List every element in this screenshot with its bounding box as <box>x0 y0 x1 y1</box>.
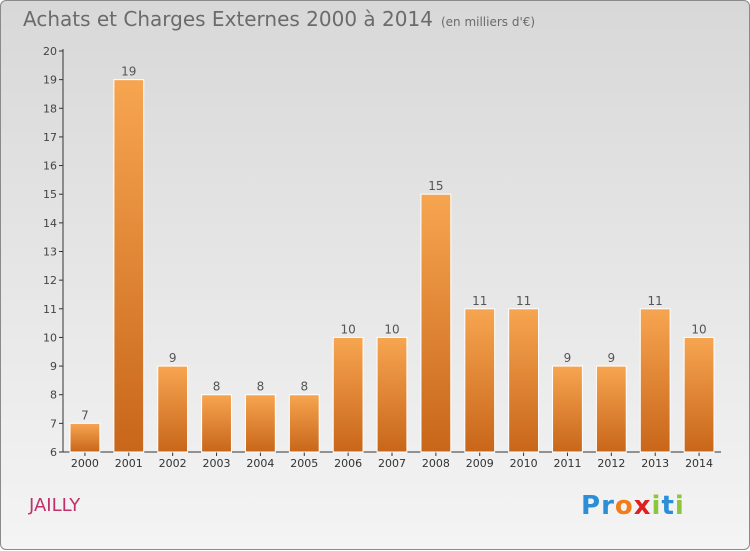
y-tick-label: 17 <box>43 131 57 144</box>
x-tick-label: 2007 <box>378 457 406 470</box>
logo-letter: i <box>651 491 662 521</box>
x-tick-label: 2000 <box>71 457 99 470</box>
bar-2005[interactable] <box>288 394 320 453</box>
logo-letter: x <box>633 491 652 521</box>
bar-2004[interactable] <box>244 394 276 453</box>
x-tick-label: 2014 <box>685 457 713 470</box>
y-tick-label: 14 <box>43 217 57 230</box>
value-label-2011: 9 <box>564 351 572 365</box>
y-tick-label: 7 <box>50 417 57 430</box>
x-tick-label: 2013 <box>641 457 669 470</box>
y-tick-label: 9 <box>50 360 57 373</box>
x-tick-label: 2004 <box>246 457 274 470</box>
value-label-2012: 9 <box>608 351 616 365</box>
value-label-2003: 8 <box>213 380 221 394</box>
logo-letter: i <box>674 491 685 521</box>
value-labels: 7 19 9 8 8 8 10 10 15 11 11 9 9 11 10 <box>81 65 707 423</box>
bar-2006[interactable] <box>332 336 364 453</box>
y-tick-label: 12 <box>43 274 57 287</box>
y-tick-label: 16 <box>43 160 57 173</box>
logo-letter: P <box>581 491 602 521</box>
value-label-2004: 8 <box>257 380 265 394</box>
bar-2000[interactable] <box>69 422 101 453</box>
chart-subtitle: (en milliers d'€) <box>440 15 536 29</box>
x-tick-label: 2006 <box>334 457 362 470</box>
value-label-2014: 10 <box>691 322 706 336</box>
bar-2002[interactable] <box>157 365 189 453</box>
logo-letter: t <box>661 491 675 521</box>
x-tick-label: 2005 <box>290 457 318 470</box>
value-label-2013: 11 <box>648 294 663 308</box>
y-tick-label: 8 <box>50 389 57 402</box>
x-tick-label: 2009 <box>466 457 494 470</box>
value-label-2008: 15 <box>428 179 443 193</box>
bar-2010[interactable] <box>508 308 540 453</box>
bar-2003[interactable] <box>201 394 232 453</box>
value-label-2005: 8 <box>300 380 308 394</box>
y-axis: 6 7 8 9 10 11 12 13 14 15 16 17 18 19 20 <box>43 45 64 459</box>
y-tick-label: 11 <box>43 303 57 316</box>
y-tick-label: 18 <box>43 102 57 115</box>
chart-title-text: Achats et Charges Externes 2000 à 2014 <box>23 7 433 31</box>
chart-title: Achats et Charges Externes 2000 à 2014 (e… <box>23 7 535 31</box>
value-label-2007: 10 <box>384 322 399 336</box>
city-name: JAILLY <box>29 495 81 516</box>
value-label-2001: 19 <box>121 65 136 79</box>
x-tick-label: 2011 <box>553 457 581 470</box>
x-axis: 2000 2001 2002 2003 2004 2005 2006 2007 2008 2009… <box>63 451 721 470</box>
y-tick-label: 6 <box>50 446 57 459</box>
bar-2008[interactable] <box>420 193 452 453</box>
bar-2001[interactable] <box>113 79 145 453</box>
x-tick-label: 2002 <box>159 457 187 470</box>
x-tick-label: 2012 <box>597 457 625 470</box>
bar-2012[interactable] <box>595 365 627 453</box>
y-tick-label: 13 <box>43 246 57 259</box>
proxiti-logo[interactable]: Proxiti <box>581 491 685 521</box>
value-label-2010: 11 <box>516 294 531 308</box>
logo-letter: r <box>601 491 615 521</box>
x-tick-label: 2003 <box>203 457 231 470</box>
y-tick-label: 10 <box>43 331 57 344</box>
value-label-2006: 10 <box>340 322 355 336</box>
value-label-2002: 9 <box>169 351 177 365</box>
bar-2009[interactable] <box>464 308 496 453</box>
x-tick-label: 2001 <box>115 457 143 470</box>
y-tick-label: 19 <box>43 74 57 87</box>
x-tick-label: 2008 <box>422 457 450 470</box>
bars <box>69 79 715 453</box>
bar-2007[interactable] <box>376 336 408 453</box>
value-label-2000: 7 <box>81 408 89 422</box>
y-tick-label: 15 <box>43 188 57 201</box>
x-tick-label: 2010 <box>510 457 538 470</box>
logo-letter: o <box>614 491 634 521</box>
y-tick-label: 20 <box>43 45 57 58</box>
value-label-2009: 11 <box>472 294 487 308</box>
bar-2011[interactable] <box>552 365 583 453</box>
bar-2014[interactable] <box>683 336 715 453</box>
bar-2013[interactable] <box>639 308 671 453</box>
